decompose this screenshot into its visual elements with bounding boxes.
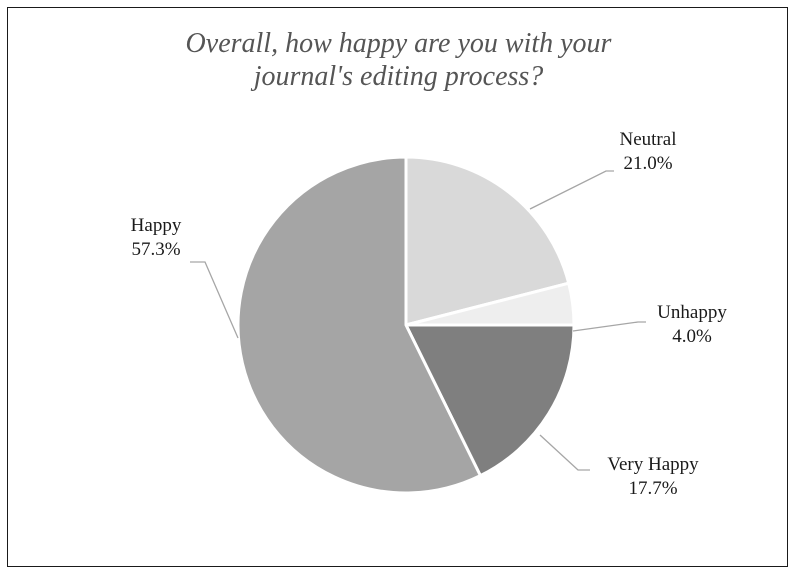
leader-line-neutral bbox=[529, 170, 614, 210]
slice-value-very-happy: 17.7% bbox=[628, 478, 677, 499]
slice-label-happy: Happy bbox=[131, 215, 182, 236]
leader-line-happy bbox=[190, 261, 239, 339]
pie-chart: Neutral 21.0% Unhappy 4.0% Very Happy 17.7% Ha… bbox=[131, 129, 728, 499]
slice-value-unhappy: 4.0% bbox=[672, 326, 712, 347]
leader-line-very-happy bbox=[539, 434, 590, 471]
slice-labels: Neutral 21.0% Unhappy 4.0% Very Happy 17.7% Ha… bbox=[131, 129, 728, 499]
pie-slice-happy bbox=[236, 155, 482, 495]
chart-title-line-1: Overall, how happy are you with your bbox=[185, 28, 612, 59]
chart-title-line-2: journal's editing process? bbox=[253, 61, 544, 92]
leader-line-unhappy bbox=[572, 321, 646, 332]
slice-value-neutral: 21.0% bbox=[623, 153, 672, 174]
slice-value-happy: 57.3% bbox=[131, 239, 180, 260]
slice-label-very-happy: Very Happy bbox=[607, 454, 699, 475]
leader-lines bbox=[190, 170, 646, 471]
slice-label-unhappy: Unhappy bbox=[657, 302, 727, 323]
pie-slices bbox=[236, 155, 576, 495]
pie-slice-very-happy bbox=[404, 323, 576, 478]
slice-label-neutral: Neutral bbox=[620, 129, 677, 150]
chart-title: Overall, how happy are you with your jou… bbox=[0, 27, 797, 93]
pie-slice-neutral bbox=[404, 155, 571, 327]
